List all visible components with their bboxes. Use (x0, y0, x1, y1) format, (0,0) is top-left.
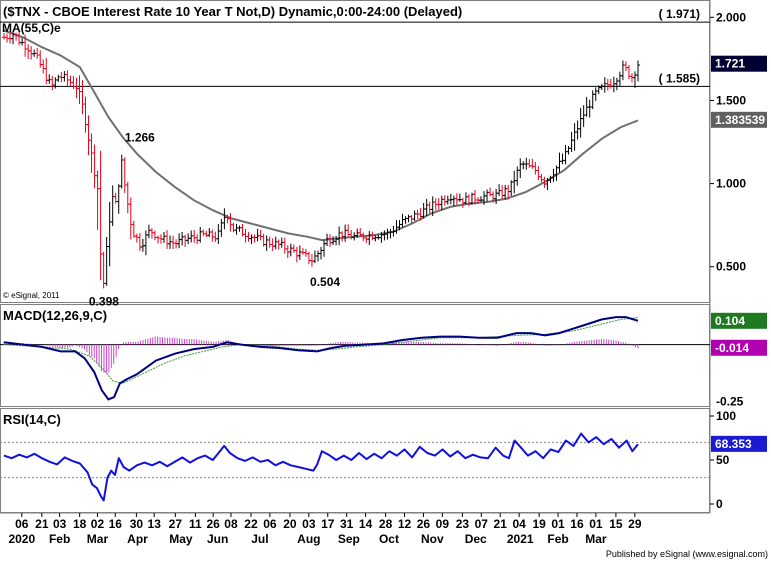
x-day-label: 16 (109, 517, 123, 531)
x-day-label: 06 (15, 517, 29, 531)
y-tick-label: 0.500 (716, 260, 746, 274)
price-badge: 1.383539 (711, 111, 767, 128)
ma-line (3, 29, 639, 242)
x-axis: 06 21 03 18 02 16 30 13 27 11 26 08 22 06 20 03 17 31 14 28… (0, 512, 710, 546)
x-period-label: Sep (338, 532, 360, 546)
rsi-label: RSI(14,C) (3, 412, 61, 427)
x-day-label: 14 (359, 517, 373, 531)
x-period-label: 2021 (507, 532, 534, 546)
rsi-tick-label: 0 (716, 497, 723, 511)
x-day-label: 22 (244, 517, 258, 531)
macd-badge-bg (711, 339, 767, 356)
x-day-label: 01 (551, 517, 565, 531)
x-day-label: 12 (398, 517, 412, 531)
macd-signal-line (3, 317, 639, 384)
x-period-label: 2020 (8, 532, 35, 546)
rsi-badge: 68.353 (711, 435, 767, 452)
x-day-label: 02 (91, 517, 105, 531)
macd-badge-text: -0.014 (715, 341, 749, 355)
x-period-label: Apr (127, 532, 148, 546)
x-period-label: Mar (585, 532, 607, 546)
x-period-label: May (169, 532, 193, 546)
x-day-label: 15 (609, 517, 623, 531)
price-badge: 1.721 (711, 55, 767, 72)
x-day-label: 07 (475, 517, 489, 531)
rsi-line (3, 432, 639, 502)
x-day-label: 19 (532, 517, 546, 531)
rsi-panel (0, 432, 710, 502)
y-tick-label: 1.000 (716, 177, 746, 191)
price-badge-text: 1.383539 (715, 113, 765, 127)
x-day-label: 03 (53, 517, 67, 531)
macd-panel (0, 316, 710, 401)
x-period-label: Nov (421, 532, 444, 546)
x-period-label: Feb (547, 532, 568, 546)
macd-badge: 0.104 (711, 312, 767, 329)
x-day-label: 27 (169, 517, 183, 531)
x-period-label: Dec (465, 532, 487, 546)
x-period-label: Jun (207, 532, 228, 546)
x-day-label: 26 (206, 517, 220, 531)
x-day-label: 08 (224, 517, 238, 531)
x-day-label: 17 (321, 517, 335, 531)
x-day-label: 01 (589, 517, 603, 531)
x-day-label: 28 (379, 517, 393, 531)
price-annotation: 0.504 (310, 275, 340, 289)
price-bar (636, 60, 640, 82)
chart-title: ($TNX - CBOE Interest Rate 10 Year T Not… (3, 4, 462, 19)
x-day-label: 18 (73, 517, 87, 531)
x-day-label: 03 (302, 517, 316, 531)
macd-badge: -0.014 (711, 339, 767, 356)
price-panel: ( 1.971) ( 1.585) 1.266 0.398 0.504 (0, 7, 710, 309)
y-tick-label: 2.000 (716, 10, 746, 24)
right-axis: 2.000 1.500 1.000 0.500 1.721 1.383539 0.104 -0… (710, 10, 767, 511)
macd-badge-text: 0.104 (715, 314, 745, 328)
x-period-label: Oct (379, 532, 399, 546)
y-tick-label: 1.500 (716, 93, 746, 107)
x-period-label: Aug (297, 532, 320, 546)
macd-badge-bg (711, 312, 767, 329)
x-day-label: 11 (189, 517, 202, 531)
macd-line (3, 316, 639, 401)
price-badge-bg (711, 111, 767, 128)
macd-label: MACD(12,26,9,C) (3, 308, 107, 323)
copyright: © eSignal, 2011 (3, 291, 60, 300)
rsi-tick-label: 100 (716, 409, 736, 423)
x-day-label: 26 (417, 517, 431, 531)
footer-credit: Published by eSignal (www.esignal.com) (606, 549, 768, 559)
x-day-label: 06 (263, 517, 277, 531)
price-badge-bg (711, 55, 767, 72)
rsi-badge-bg (711, 435, 767, 452)
hline-label: ( 1.971) (659, 7, 700, 21)
hline-label: ( 1.585) (659, 71, 700, 85)
x-day-label: 31 (340, 517, 354, 531)
price-badge-text: 1.721 (715, 57, 745, 71)
x-period-label: Feb (49, 532, 70, 546)
x-day-label: 13 (148, 517, 162, 531)
ma-label: MA(55,C)e (2, 21, 61, 35)
x-day-label: 23 (456, 517, 470, 531)
x-day-label: 16 (570, 517, 584, 531)
rsi-badge-text: 68.353 (715, 437, 752, 451)
x-day-label: 20 (283, 517, 297, 531)
x-day-label: 21 (494, 517, 508, 531)
x-day-label: 04 (512, 517, 526, 531)
x-day-label: 21 (35, 517, 49, 531)
x-period-label: Mar (87, 532, 109, 546)
rsi-tick-label: 50 (716, 453, 730, 467)
macd-tick-label: -0.25 (716, 395, 744, 409)
x-day-label: 09 (436, 517, 450, 531)
x-period-label: Jul (251, 532, 268, 546)
price-annotation: 0.398 (89, 295, 119, 309)
x-day-label: 30 (130, 517, 144, 531)
x-day-label: 29 (628, 517, 642, 531)
price-annotation: 1.266 (125, 130, 155, 144)
